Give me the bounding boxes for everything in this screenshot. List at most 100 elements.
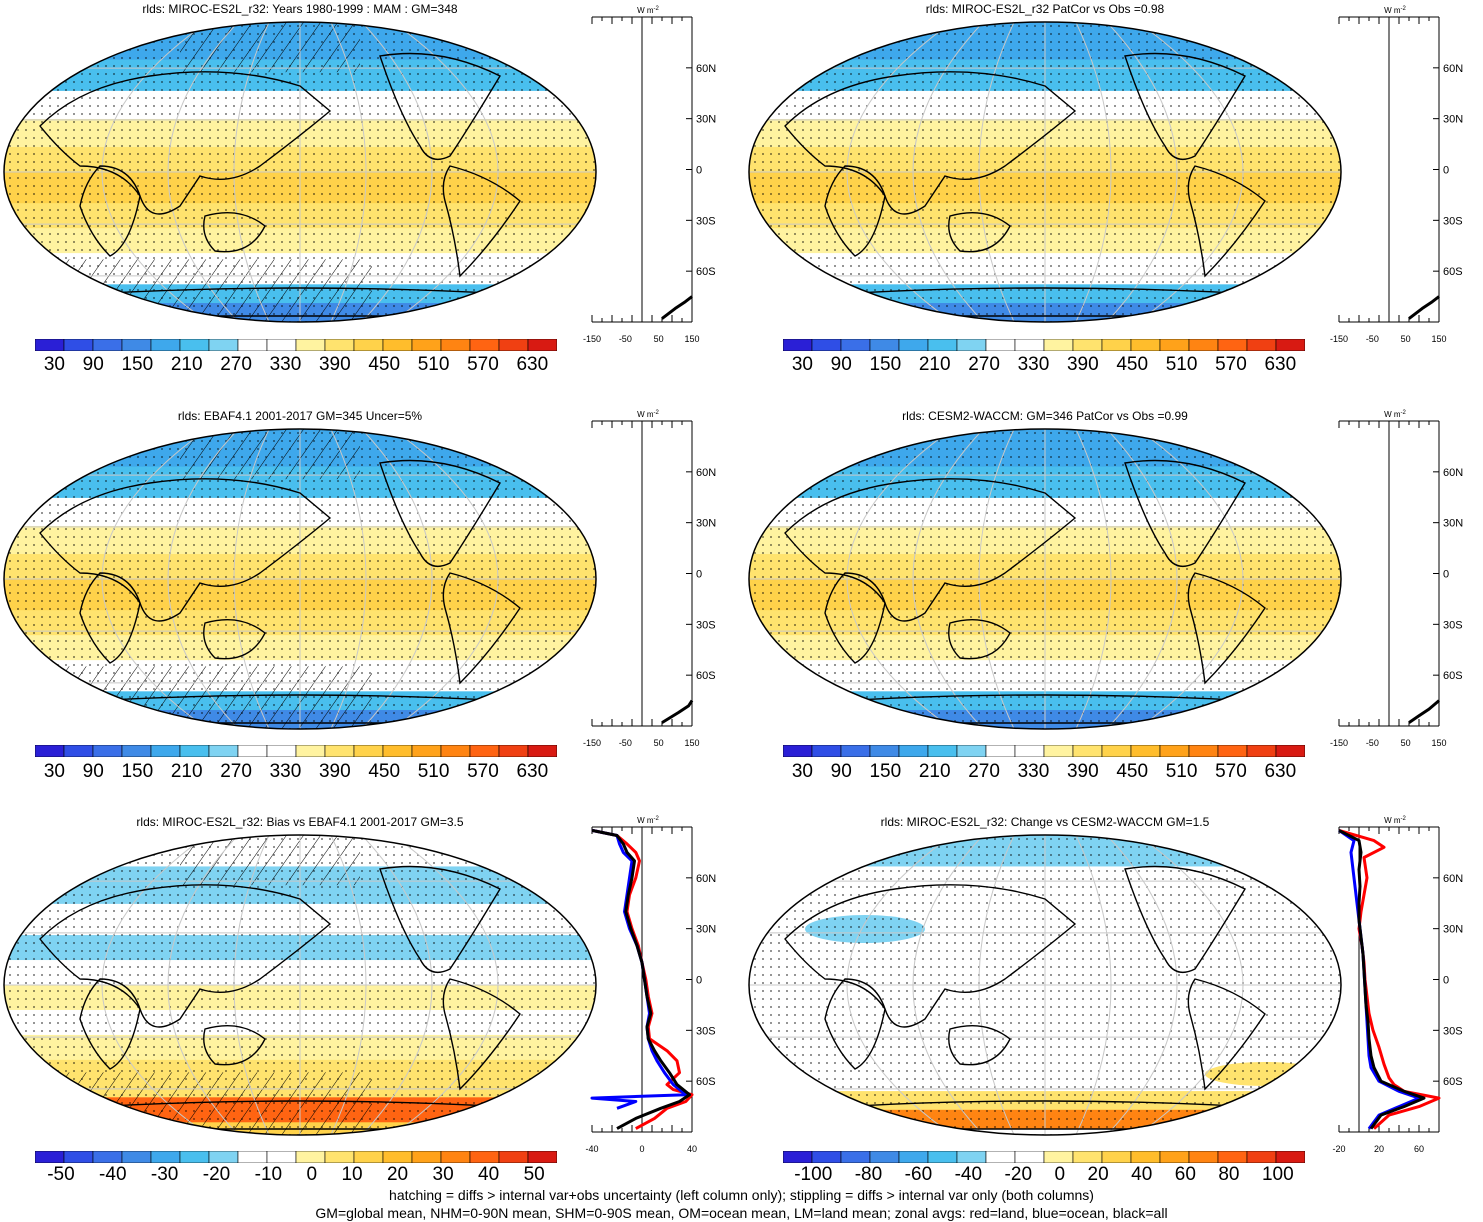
colorbar-label: 450 bbox=[1116, 354, 1149, 375]
coastline bbox=[948, 618, 1011, 660]
colorbar-1 bbox=[35, 339, 557, 351]
colorbar-swatch bbox=[1217, 1151, 1248, 1163]
lat-tick-label: 30S bbox=[1443, 215, 1463, 227]
colorbar-swatch bbox=[1188, 339, 1219, 351]
colorbar-swatch bbox=[1217, 339, 1248, 351]
colorbar-label: -50 bbox=[47, 1164, 75, 1185]
colorbar-swatch bbox=[237, 1151, 268, 1163]
coastline bbox=[784, 478, 1077, 622]
graticule-meridian bbox=[1128, 429, 1244, 729]
colorbar-swatch bbox=[783, 745, 813, 757]
colorbar-label: 450 bbox=[368, 761, 401, 782]
colorbar-label: 210 bbox=[918, 354, 951, 375]
colorbar-swatch bbox=[1043, 745, 1074, 757]
x-tick-label: 20 bbox=[1374, 1144, 1384, 1154]
zonal-series-line bbox=[591, 828, 691, 1130]
colorbar-swatch bbox=[783, 339, 813, 351]
coastline bbox=[1187, 165, 1266, 278]
colorbar-label: 330 bbox=[1017, 354, 1050, 375]
colorbar-label: 630 bbox=[1264, 354, 1297, 375]
zonal-series-line bbox=[1338, 829, 1421, 1130]
map-hatching bbox=[180, 835, 360, 886]
x-tick-label: 50 bbox=[1401, 738, 1411, 748]
map-field bbox=[749, 22, 1341, 322]
x-tick-label: -50 bbox=[1366, 738, 1379, 748]
colorbar-swatch bbox=[1130, 745, 1161, 757]
x-tick-label: -150 bbox=[1330, 738, 1348, 748]
colorbar-swatch bbox=[956, 745, 987, 757]
zonal-plot-2: W m-2 60N 30N 0 30S 60S -150 -50 50 150 bbox=[1330, 6, 1463, 344]
colorbar-swatch bbox=[35, 339, 65, 351]
colorbar-label: -80 bbox=[854, 1164, 883, 1185]
colorbar-label: 630 bbox=[516, 761, 549, 782]
graticule-meridian bbox=[1072, 22, 1112, 322]
colorbar-swatch bbox=[35, 1151, 65, 1163]
panel-title-4: rlds: CESM2-WACCM: GM=346 PatCor vs Obs … bbox=[902, 409, 1188, 423]
colorbar-labels-4: 30 90 150 210 270 330 390 450 510 570 630 bbox=[783, 761, 1305, 783]
zonal-frame bbox=[591, 16, 693, 323]
lat-tick-label: 60N bbox=[696, 467, 716, 479]
colorbar-swatch bbox=[1275, 339, 1305, 351]
colorbar-swatch bbox=[869, 1151, 900, 1163]
colorbar-label: 210 bbox=[170, 354, 203, 375]
map-panel-3 bbox=[3, 428, 597, 730]
colorbar-label: 150 bbox=[121, 354, 154, 375]
lat-tick-label: 60N bbox=[1443, 873, 1463, 885]
x-tick-label: -20 bbox=[1332, 1144, 1345, 1154]
graticule-meridian bbox=[846, 429, 962, 729]
colorbar-swatch bbox=[382, 339, 413, 351]
colorbar-label: 10 bbox=[341, 1164, 363, 1185]
map-border bbox=[3, 834, 597, 1136]
lat-tick-label: 60N bbox=[696, 873, 716, 885]
colorbar-swatch bbox=[783, 1151, 813, 1163]
lat-tick-label: 60S bbox=[696, 1076, 716, 1088]
zonal-unit-label: W m-2 bbox=[637, 410, 659, 419]
colorbar-label: 30 bbox=[43, 761, 65, 782]
x-tick-label: 50 bbox=[1401, 334, 1411, 344]
colorbar-swatch bbox=[811, 745, 842, 757]
colorbar-swatch bbox=[527, 339, 557, 351]
colorbar-label: 630 bbox=[1264, 761, 1297, 782]
colorbar-swatch bbox=[266, 745, 297, 757]
lat-tick-label: 0 bbox=[696, 569, 702, 581]
colorbar-swatch bbox=[35, 745, 65, 757]
colorbar-swatch bbox=[927, 745, 958, 757]
x-tick-label: 40 bbox=[687, 1144, 697, 1154]
graticule-meridian bbox=[978, 429, 1018, 729]
coastline bbox=[948, 1024, 1011, 1066]
graticule-meridian bbox=[327, 22, 367, 322]
colorbar-label: 90 bbox=[82, 354, 104, 375]
colorbar-label: 570 bbox=[467, 354, 499, 375]
colorbar-label: -10 bbox=[254, 1164, 283, 1185]
colorbar-swatch bbox=[150, 745, 181, 757]
zonal-plot-4: W m-2 60N 30N 0 30S 60S -150 -50 50 150 bbox=[1330, 410, 1463, 748]
x-tick-label: -50 bbox=[619, 334, 632, 344]
colorbar-label: 390 bbox=[1066, 354, 1099, 375]
panel-title-1: rlds: MIROC-ES2L_r32: Years 1980-1999 : … bbox=[142, 2, 458, 16]
zonal-plot-3: W m-2 60N 30N 0 30S 60S -150 -50 50 150 bbox=[583, 410, 716, 748]
coastline bbox=[442, 978, 521, 1091]
panel-title-3: rlds: EBAF4.1 2001-2017 GM=345 Uncer=5% bbox=[177, 409, 423, 423]
coastline bbox=[379, 865, 501, 973]
colorbar-label: 510 bbox=[1165, 354, 1198, 375]
colorbar-label: 450 bbox=[1116, 761, 1149, 782]
lat-tick-label: 60N bbox=[696, 63, 716, 75]
graticule-meridian bbox=[1128, 22, 1244, 322]
zonal-unit-label: W m-2 bbox=[637, 816, 659, 825]
zonal-unit-label: W m-2 bbox=[1384, 816, 1406, 825]
coastline bbox=[39, 478, 332, 622]
colorbar-swatch bbox=[324, 1151, 355, 1163]
coastline bbox=[824, 572, 886, 664]
colorbar-label: 390 bbox=[318, 354, 351, 375]
graticule-meridian bbox=[846, 835, 962, 1135]
lat-tick-label: 0 bbox=[1443, 975, 1449, 987]
colorbar-swatch bbox=[1101, 745, 1132, 757]
x-tick-label: 150 bbox=[1431, 334, 1446, 344]
colorbar-swatch bbox=[985, 1151, 1016, 1163]
coastline bbox=[379, 52, 501, 160]
x-tick-label: 0 bbox=[639, 1144, 644, 1154]
colorbar-swatch bbox=[92, 1151, 123, 1163]
graticule-meridian bbox=[355, 22, 433, 322]
zonal-plot-5: W m-2 60N 30N 0 30S 60S -40 0 40 bbox=[585, 816, 716, 1154]
colorbar-swatch bbox=[1246, 339, 1277, 351]
